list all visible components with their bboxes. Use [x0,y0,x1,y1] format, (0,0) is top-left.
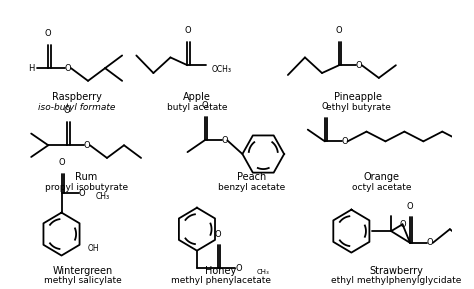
Text: O: O [221,136,228,145]
Text: O: O [214,230,221,239]
Text: Rum: Rum [75,173,97,182]
Text: O: O [321,102,328,111]
Text: benzyl acetate: benzyl acetate [218,183,285,192]
Text: H: H [28,64,35,73]
Text: O: O [341,137,348,146]
Text: Orange: Orange [364,173,400,182]
Text: O: O [336,26,342,35]
Text: O: O [65,64,72,73]
Text: Strawberry: Strawberry [369,266,423,276]
Text: O: O [78,188,85,198]
Text: Apple: Apple [183,92,211,102]
Text: O: O [407,202,413,211]
Text: ethyl butyrate: ethyl butyrate [326,103,391,112]
Text: O: O [427,238,433,247]
Text: methyl salicylate: methyl salicylate [45,276,122,286]
Text: Pineapple: Pineapple [334,92,382,102]
Text: methyl phenylacetate: methyl phenylacetate [171,276,271,286]
Text: O: O [64,106,71,115]
Text: Peach: Peach [237,173,266,182]
Text: OCH₃: OCH₃ [211,65,231,74]
Text: O: O [58,158,65,167]
Text: octyl acetate: octyl acetate [352,183,411,192]
Text: butyl acetate: butyl acetate [167,103,227,112]
Text: Raspberry: Raspberry [52,92,101,102]
Text: CH₃: CH₃ [96,192,109,201]
Text: O: O [184,26,191,35]
Text: ethyl methylphenylglycidate: ethyl methylphenylglycidate [331,276,461,286]
Text: Honey: Honey [205,266,236,276]
Text: O: O [235,264,242,273]
Text: O: O [84,141,91,150]
Text: O: O [45,29,52,38]
Text: Wintergreen: Wintergreen [53,266,113,276]
Text: O: O [356,61,362,70]
Text: O: O [201,101,208,110]
Text: iso-butyl formate: iso-butyl formate [38,103,115,112]
Text: O: O [399,220,406,229]
Text: CH₃: CH₃ [256,269,269,275]
Text: OH: OH [87,244,99,253]
Text: propyl isobutyrate: propyl isobutyrate [45,183,128,192]
